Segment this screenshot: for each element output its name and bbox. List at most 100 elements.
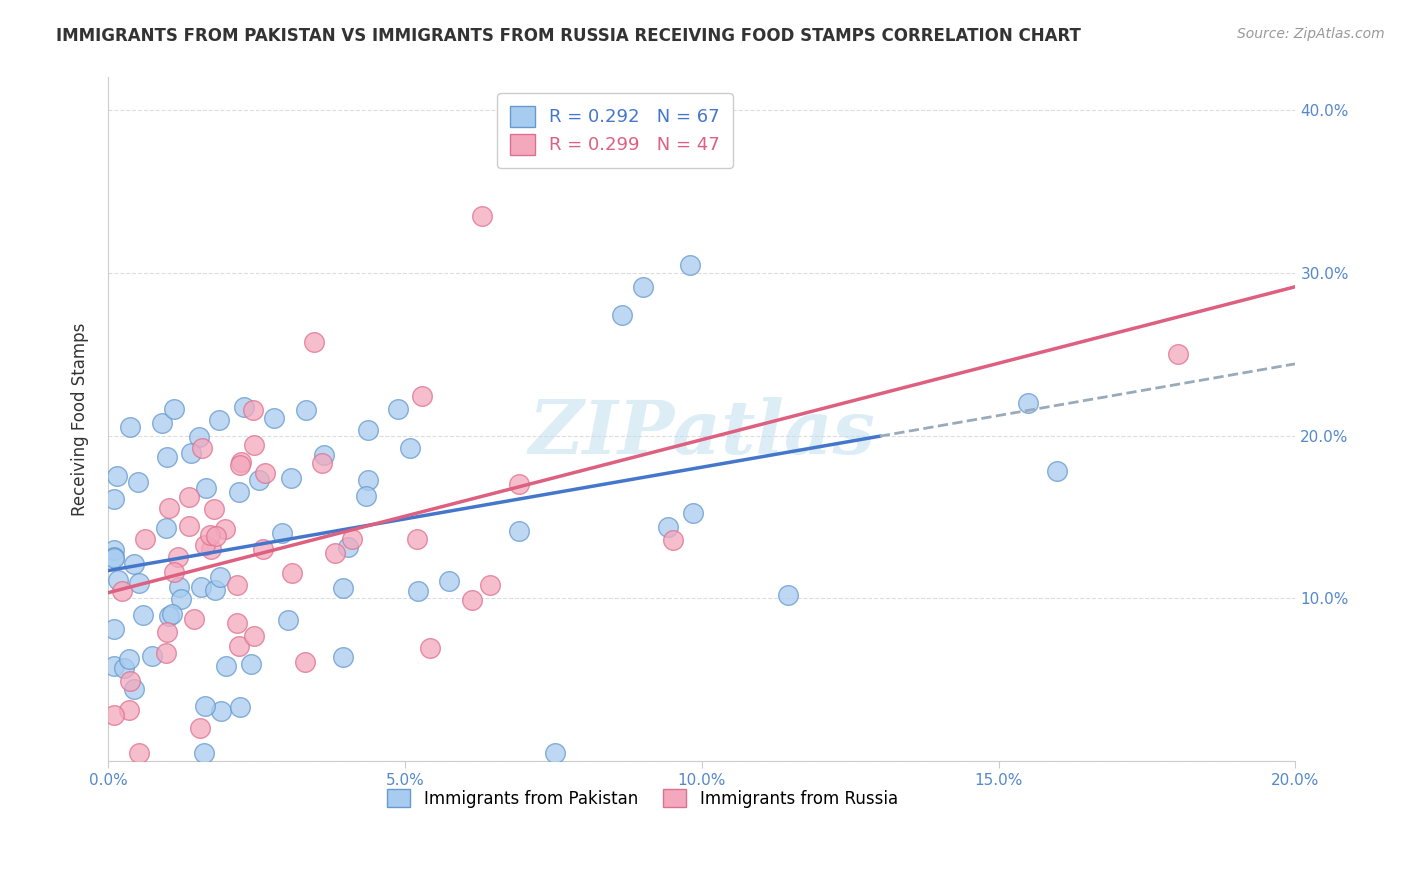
Point [682, 506, 704, 520]
Point [242, 402, 264, 417]
Point [226, 578, 249, 592]
Point [163, 402, 186, 417]
Point [124, 557, 146, 571]
Point [194, 538, 217, 552]
Point [679, 258, 702, 272]
Point [160, 607, 183, 621]
Legend: Immigrants from Pakistan, Immigrants from Russia: Immigrants from Pakistan, Immigrants fro… [381, 783, 904, 814]
Point [280, 470, 302, 484]
Point [183, 612, 205, 626]
Point [232, 401, 254, 415]
Point [163, 565, 186, 579]
Point [200, 541, 222, 556]
Text: IMMIGRANTS FROM PAKISTAN VS IMMIGRANTS FROM RUSSIA RECEIVING FOOD STAMPS CORRELA: IMMIGRANTS FROM PAKISTAN VS IMMIGRANTS F… [56, 27, 1081, 45]
Point [202, 502, 225, 516]
Point [141, 648, 163, 663]
Point [122, 682, 145, 697]
Point [103, 708, 125, 723]
Point [387, 402, 409, 417]
Point [479, 577, 502, 591]
Point [228, 484, 250, 499]
Point [252, 542, 274, 557]
Point [419, 641, 441, 656]
Point [398, 441, 420, 455]
Point [610, 308, 633, 322]
Point [167, 549, 190, 564]
Point [193, 746, 215, 760]
Point [211, 704, 233, 718]
Point [323, 546, 346, 560]
Point [105, 469, 128, 483]
Point [357, 473, 380, 487]
Point [190, 581, 212, 595]
Point [1167, 347, 1189, 361]
Point [103, 659, 125, 673]
Point [128, 575, 150, 590]
Point [155, 646, 177, 660]
Point [277, 613, 299, 627]
Point [188, 429, 211, 443]
Point [179, 490, 201, 504]
Point [240, 657, 263, 671]
Point [229, 458, 252, 472]
Point [311, 456, 333, 470]
Point [229, 455, 252, 469]
Point [354, 489, 377, 503]
Point [508, 477, 530, 491]
Point [271, 525, 294, 540]
Point [205, 529, 228, 543]
Point [631, 280, 654, 294]
Y-axis label: Receiving Food Stamps: Receiving Food Stamps [72, 323, 89, 516]
Point [247, 473, 270, 487]
Point [312, 449, 335, 463]
Point [357, 423, 380, 437]
Point [437, 574, 460, 588]
Point [103, 491, 125, 506]
Point [243, 438, 266, 452]
Point [195, 481, 218, 495]
Point [225, 616, 247, 631]
Point [408, 583, 430, 598]
Point [120, 674, 142, 689]
Point [103, 542, 125, 557]
Point [111, 584, 134, 599]
Point [471, 209, 494, 223]
Point [1017, 396, 1039, 410]
Point [332, 649, 354, 664]
Point [157, 609, 180, 624]
Text: ZIPatlas: ZIPatlas [529, 397, 875, 469]
Point [188, 721, 211, 735]
Point [118, 652, 141, 666]
Point [156, 450, 179, 464]
Point [156, 624, 179, 639]
Point [214, 522, 236, 536]
Point [662, 533, 685, 547]
Point [134, 532, 156, 546]
Point [340, 532, 363, 546]
Point [460, 592, 482, 607]
Point [208, 413, 231, 427]
Point [112, 661, 135, 675]
Point [169, 591, 191, 606]
Point [1046, 464, 1069, 478]
Point [118, 703, 141, 717]
Point [128, 746, 150, 760]
Point [103, 550, 125, 565]
Point [208, 569, 231, 583]
Point [132, 608, 155, 623]
Point [778, 588, 800, 602]
Point [103, 551, 125, 566]
Point [281, 566, 304, 580]
Point [332, 581, 354, 595]
Point [118, 419, 141, 434]
Point [411, 389, 433, 403]
Point [107, 573, 129, 587]
Point [253, 467, 276, 481]
Text: Source: ZipAtlas.com: Source: ZipAtlas.com [1237, 27, 1385, 41]
Point [263, 411, 285, 425]
Point [152, 417, 174, 431]
Point [200, 528, 222, 542]
Point [508, 524, 530, 538]
Point [167, 580, 190, 594]
Point [194, 699, 217, 714]
